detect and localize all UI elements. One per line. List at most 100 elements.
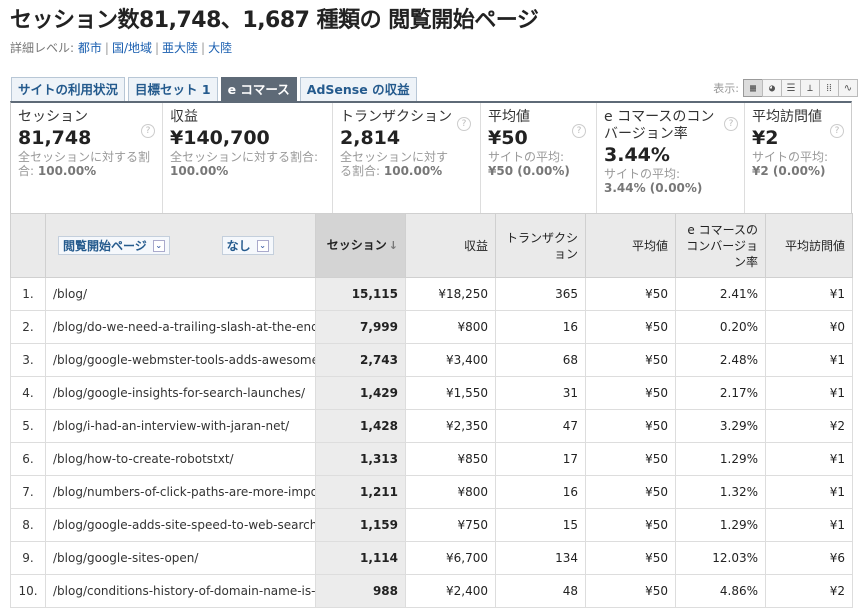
comparison-view-icon[interactable]: ⊥ [800,79,820,97]
secondary-dimension-dropdown[interactable]: なし ⌄ [221,236,274,255]
landing-page-link[interactable]: /blog/google-adds-site-speed-to-web-sear… [45,508,316,542]
metric-subtext: 全セッションに対する割合: 100.00% [18,150,151,178]
cell-per-visit-value: ¥1 [765,343,853,377]
table-row: 8./blog/google-adds-site-speed-to-web-se… [10,508,853,542]
landing-page-link[interactable]: /blog/how-to-create-robotstxt/ [45,442,316,476]
sort-arrow-icon: ↓ [388,239,398,252]
row-number: 3. [10,343,46,377]
row-number: 5. [10,409,46,443]
metric-per-visit-value: 平均訪問値 ¥2 サイトの平均: ¥2 (0.00%) ? [745,103,851,213]
column-conversion-rate[interactable]: e コマースのコンバージョン率 [675,213,766,278]
metric-label: セッション [18,109,88,125]
metric-value: ¥50 [488,127,528,149]
metric-value: 81,748 [18,127,92,149]
cell-transactions: 134 [495,541,586,575]
cell-conversion-rate: 12.03% [675,541,766,575]
cell-revenue: ¥2,350 [405,409,496,443]
table-row: 1./blog/15,115 ¥18,250 365 ¥50 2.41% ¥1 [10,277,853,311]
landing-page-link[interactable]: /blog/google-insights-for-search-launche… [45,376,316,410]
table-row: 10./blog/conditions-history-of-domain-na… [10,574,853,608]
landing-page-link[interactable]: /blog/google-webmster-tools-adds-awesome [45,343,316,377]
header-dimension: 閲覧開始ページ ⌄ なし ⌄ [45,213,316,278]
table-row: 2./blog/do-we-need-a-trailing-slash-at-t… [10,310,853,344]
pivot-view-icon[interactable]: ⁞⁞ [819,79,839,97]
landing-page-link[interactable]: /blog/do-we-need-a-trailing-slash-at-the… [45,310,316,344]
cell-per-visit-value: ¥0 [765,310,853,344]
table-header-row: 閲覧開始ページ ⌄ なし ⌄ セッション ↓ 収益 トランザクション 平均値 e コマ… [10,213,853,278]
column-average-value[interactable]: 平均値 [585,213,676,278]
tab-adsense-revenue[interactable]: AdSense の収益 [299,77,417,101]
column-transactions[interactable]: トランザクション [495,213,586,278]
table-view-icon[interactable]: ▦ [743,79,763,97]
row-number: 8. [10,508,46,542]
metric-conversion-rate: e コマースのコンバージョン率 3.44% サイトの平均: 3.44% (0.0… [597,103,745,213]
cell-sessions: 7,999 [315,310,406,344]
help-icon[interactable]: ? [141,124,155,138]
cell-revenue: ¥2,400 [405,574,496,608]
table-body: 1./blog/15,115 ¥18,250 365 ¥50 2.41% ¥1 2./blo… [10,277,853,608]
metric-transactions: トランザクション 2,814 全セッションに対する割合: 100.00% ? [333,103,481,213]
pie-view-icon[interactable]: ◕ [762,79,782,97]
metric-revenue: 収益 ¥140,700 全セッションに対する割合: 100.00% [163,103,333,213]
cell-transactions: 365 [495,277,586,311]
landing-page-link[interactable]: /blog/numbers-of-click-paths-are-more-im… [45,475,316,509]
help-icon[interactable]: ? [830,124,844,138]
cell-revenue: ¥850 [405,442,496,476]
chevron-down-icon: ⌄ [152,239,165,252]
detail-link-continent[interactable]: 大陸 [208,41,233,55]
page-title: セッション数81,748、1,687 種類の 閲覧開始ページ [10,8,539,33]
sparkline-view-icon[interactable]: ∿ [838,79,858,97]
dimension-dropdown[interactable]: 閲覧開始ページ ⌄ [58,236,170,255]
cell-transactions: 15 [495,508,586,542]
cell-sessions: 988 [315,574,406,608]
cell-transactions: 68 [495,343,586,377]
cell-average-value: ¥50 [585,376,676,410]
landing-page-link[interactable]: /blog/i-had-an-interview-with-jaran-net/ [45,409,316,443]
landing-page-link[interactable]: /blog/conditions-history-of-domain-name-… [45,574,316,608]
detail-link-country[interactable]: 国/地域 [111,41,152,55]
metric-subtext: 全セッションに対する割合: 100.00% [340,150,449,178]
help-icon[interactable]: ? [724,117,738,131]
cell-sessions: 15,115 [315,277,406,311]
column-sessions[interactable]: セッション ↓ [315,213,406,278]
cell-per-visit-value: ¥2 [765,409,853,443]
data-table: 閲覧開始ページ ⌄ なし ⌄ セッション ↓ 収益 トランザクション 平均値 e コマ… [10,213,853,608]
tab-goal-set-1[interactable]: 目標セット 1 [128,77,218,101]
cell-average-value: ¥50 [585,310,676,344]
table-row: 6./blog/how-to-create-robotstxt/1,313 ¥85… [10,442,853,476]
metric-subtext: サイトの平均: 3.44% (0.00%) [604,167,703,195]
cell-revenue: ¥6,700 [405,541,496,575]
detail-level: 詳細レベル: 都市 | 国/地域 | 亜大陸 | 大陸 [10,39,232,56]
metric-average-value: 平均値 ¥50 サイトの平均: ¥50 (0.00%) ? [481,103,597,213]
detail-link-city[interactable]: 都市 [77,41,102,55]
cell-sessions: 1,429 [315,376,406,410]
cell-sessions: 1,313 [315,442,406,476]
cell-transactions: 16 [495,310,586,344]
help-icon[interactable]: ? [572,124,586,138]
cell-average-value: ¥50 [585,277,676,311]
tab-site-usage[interactable]: サイトの利用状況 [11,77,126,101]
metric-value: 3.44% [604,144,670,166]
cell-transactions: 17 [495,442,586,476]
column-revenue[interactable]: 収益 [405,213,496,278]
cell-average-value: ¥50 [585,574,676,608]
landing-page-link[interactable]: /blog/google-sites-open/ [45,541,316,575]
landing-page-link[interactable]: /blog/ [45,277,316,311]
cell-conversion-rate: 1.32% [675,475,766,509]
metric-value: ¥140,700 [170,127,270,149]
help-icon[interactable]: ? [457,117,471,131]
row-number: 2. [10,310,46,344]
cell-average-value: ¥50 [585,508,676,542]
cell-revenue: ¥3,400 [405,343,496,377]
cell-average-value: ¥50 [585,442,676,476]
cell-average-value: ¥50 [585,343,676,377]
table-row: 3./blog/google-webmster-tools-adds-aweso… [10,343,853,377]
row-number: 7. [10,475,46,509]
separator: | [104,41,109,55]
tab-ecommerce[interactable]: e コマース [220,77,297,101]
performance-view-icon[interactable]: ☰ [781,79,801,97]
detail-link-subcontinent[interactable]: 亜大陸 [162,41,199,55]
column-per-visit-value[interactable]: 平均訪問値 [765,213,853,278]
cell-revenue: ¥18,250 [405,277,496,311]
row-number: 9. [10,541,46,575]
